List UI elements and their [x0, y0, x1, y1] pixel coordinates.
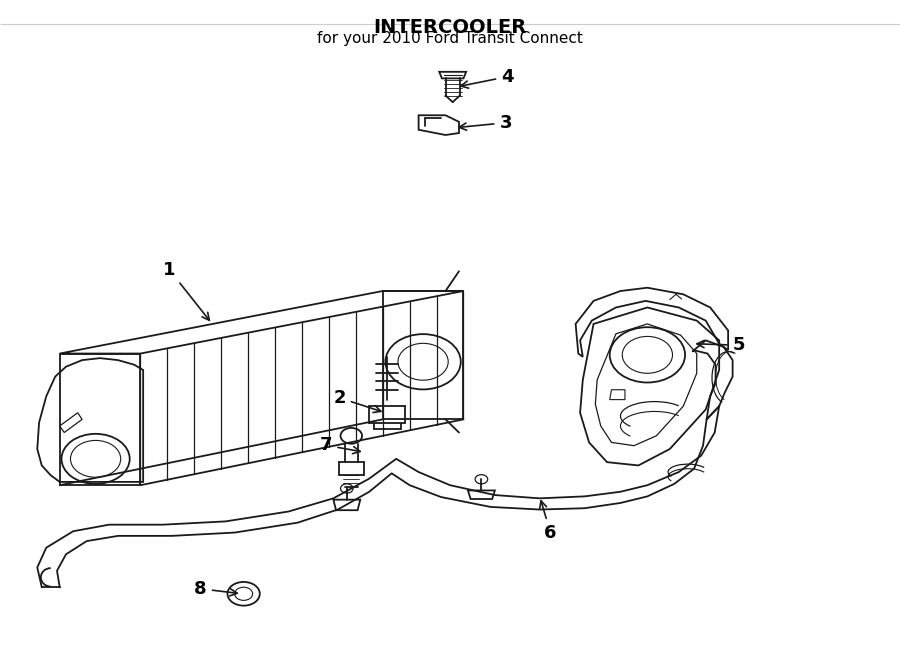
Text: 5: 5 [697, 336, 745, 354]
Text: 7: 7 [320, 436, 360, 454]
Text: 8: 8 [194, 580, 238, 598]
Text: for your 2010 Ford Transit Connect: for your 2010 Ford Transit Connect [317, 31, 583, 46]
Text: 2: 2 [333, 389, 381, 412]
Text: 1: 1 [163, 260, 210, 321]
Text: 6: 6 [540, 501, 557, 542]
Text: 3: 3 [459, 114, 512, 132]
Text: INTERCOOLER: INTERCOOLER [374, 18, 526, 37]
Text: 4: 4 [461, 67, 514, 88]
